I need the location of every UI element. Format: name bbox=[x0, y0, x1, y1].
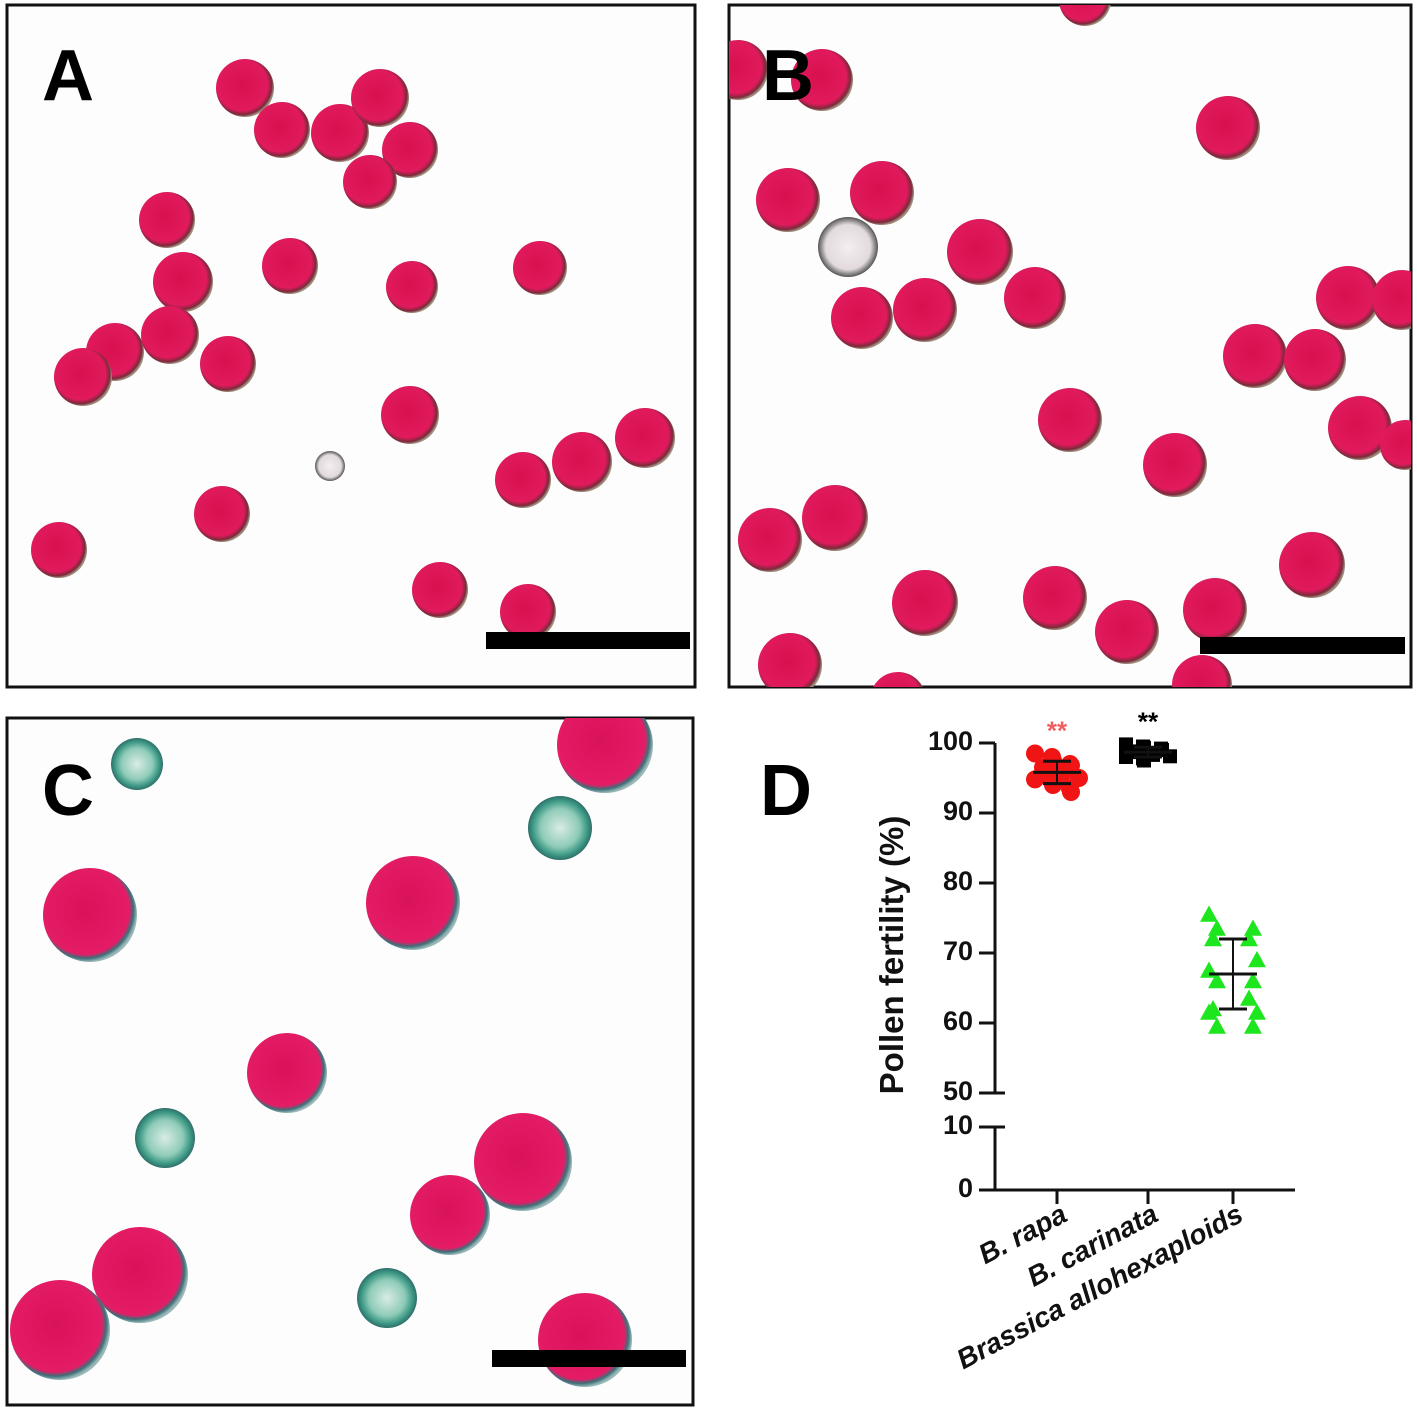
micrograph bbox=[31, 59, 675, 640]
data-point bbox=[1244, 972, 1262, 989]
significance-label: ** bbox=[1047, 716, 1068, 746]
data-point bbox=[1208, 1017, 1226, 1034]
micrograph bbox=[729, 5, 1411, 687]
panel-label: C bbox=[42, 751, 94, 831]
scale-bar bbox=[1200, 637, 1405, 654]
data-point bbox=[1026, 744, 1044, 763]
y-axis-label: Pollen fertility (%) bbox=[873, 816, 910, 1095]
micrograph bbox=[10, 718, 653, 1387]
data-point bbox=[1248, 1003, 1266, 1020]
data-point bbox=[1204, 930, 1222, 947]
y-tick-label: 50 bbox=[943, 1076, 973, 1106]
data-point bbox=[1248, 951, 1266, 968]
data-point bbox=[1244, 919, 1262, 936]
significance-label: ** bbox=[1138, 706, 1159, 736]
panel-c: C bbox=[5, 716, 695, 1407]
panel-d: D Pollen fertility (%) 0105060708090100B… bbox=[760, 706, 1295, 1375]
y-tick-label: 70 bbox=[943, 936, 973, 966]
data-point bbox=[1026, 770, 1044, 789]
data-point bbox=[1244, 1017, 1262, 1034]
data-point bbox=[1062, 783, 1080, 801]
scale-bar bbox=[492, 1350, 686, 1367]
data-point bbox=[1200, 905, 1218, 922]
y-tick-label: 60 bbox=[943, 1006, 973, 1036]
data-point bbox=[1240, 989, 1258, 1006]
panel-label: D bbox=[760, 751, 812, 831]
panel-b: B bbox=[727, 3, 1413, 689]
y-tick-label: 0 bbox=[958, 1173, 973, 1203]
scale-bar bbox=[486, 632, 690, 649]
data-point bbox=[1208, 919, 1226, 936]
data-point bbox=[1200, 1003, 1218, 1020]
data-point bbox=[1208, 972, 1226, 989]
y-tick-label: 90 bbox=[943, 796, 973, 826]
panel-a: A bbox=[5, 3, 697, 689]
panel-label: B bbox=[762, 36, 814, 116]
y-tick-label: 100 bbox=[928, 726, 973, 756]
panel-label: A bbox=[42, 36, 94, 116]
data-point bbox=[1240, 930, 1258, 947]
y-tick-label: 80 bbox=[943, 866, 973, 896]
y-tick-label: 10 bbox=[943, 1110, 973, 1140]
